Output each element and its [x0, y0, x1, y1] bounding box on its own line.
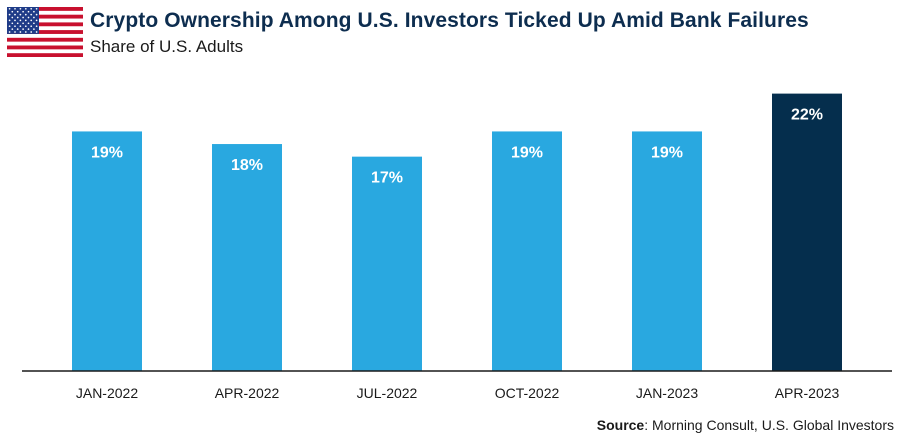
- us-flag-icon: [7, 7, 83, 57]
- bar-apr-2023: [772, 93, 842, 371]
- bar-jan-2022: [72, 131, 142, 371]
- data-label-jan-2023: 19%: [651, 144, 683, 161]
- chart-title: Crypto Ownership Among U.S. Investors Ti…: [90, 9, 809, 32]
- x-tick-label-oct-2022: OCT-2022: [495, 385, 560, 401]
- data-label-apr-2023: 22%: [791, 107, 823, 124]
- chart-subtitle: Share of U.S. Adults: [90, 37, 244, 56]
- bar-apr-2022: [212, 144, 282, 371]
- bar-jan-2023: [632, 131, 702, 371]
- x-tick-label-apr-2022: APR-2022: [215, 385, 280, 401]
- source-label: Source: [596, 417, 645, 433]
- data-label-apr-2022: 18%: [231, 157, 263, 174]
- data-label-oct-2022: 19%: [511, 144, 543, 161]
- bar-jul-2022: [352, 156, 422, 371]
- data-label-jul-2022: 17%: [371, 170, 403, 187]
- x-tick-label-jan-2022: JAN-2022: [76, 385, 138, 401]
- x-tick-label-apr-2023: APR-2023: [775, 385, 840, 401]
- data-label-jan-2022: 19%: [91, 144, 123, 161]
- x-tick-label-jul-2022: JUL-2022: [357, 385, 418, 401]
- source-note: Source: Morning Consult, U.S. Global Inv…: [597, 417, 894, 433]
- source-text: : Morning Consult, U.S. Global Investors: [644, 417, 894, 433]
- bar-oct-2022: [492, 131, 562, 371]
- x-tick-label-jan-2023: JAN-2023: [636, 385, 698, 401]
